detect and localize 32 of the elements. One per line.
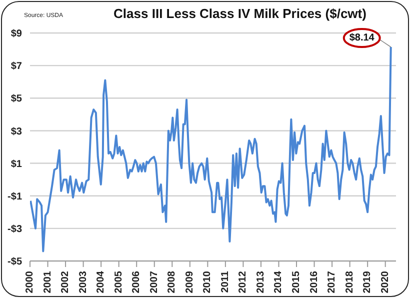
x-tick-label: 2001 xyxy=(42,270,54,294)
x-tick-label: 2000 xyxy=(24,270,36,294)
x-tick-label: 2007 xyxy=(148,270,160,294)
x-tick-label: 2002 xyxy=(60,270,72,294)
y-tick-label: -$5 xyxy=(8,256,22,268)
x-tick-label: 2020 xyxy=(380,270,391,294)
y-tick-label: $7 xyxy=(10,61,22,72)
x-tick-label: 2011 xyxy=(220,270,231,293)
y-tick-label: -$3 xyxy=(8,224,22,235)
y-tick-label: $3 xyxy=(10,126,22,138)
x-tick-label: 2006 xyxy=(131,270,142,294)
x-tick-label: 2014 xyxy=(273,270,284,294)
chart-title: Class III Less Class IV Milk Prices ($/cwt) xyxy=(112,6,368,21)
x-tick-label: 2016 xyxy=(308,270,320,294)
annotation: $8.14 xyxy=(349,32,375,44)
x-tick-label: 2003 xyxy=(78,270,89,294)
y-tick-label: -$1 xyxy=(8,191,22,202)
x-tick-label: 2012 xyxy=(238,270,249,294)
x-tick-label: 2013 xyxy=(255,270,266,294)
y-tick-label: $1 xyxy=(10,158,22,170)
x-tick-label: 2018 xyxy=(344,270,356,294)
x-tick-label: 2015 xyxy=(291,270,302,294)
x-tick-label: 2010 xyxy=(202,270,214,294)
line-series xyxy=(30,46,392,252)
x-tick-label: 2019 xyxy=(362,270,374,294)
x-tick-label: 2004 xyxy=(96,270,107,294)
y-tick-label: $5 xyxy=(10,94,22,105)
x-tick-label: 2008 xyxy=(166,270,178,294)
x-tick-label: 2005 xyxy=(113,270,124,294)
y-tick-label: $9 xyxy=(10,28,22,40)
x-tick-label: 2009 xyxy=(184,270,196,294)
x-tick-label: 2017 xyxy=(326,270,338,294)
